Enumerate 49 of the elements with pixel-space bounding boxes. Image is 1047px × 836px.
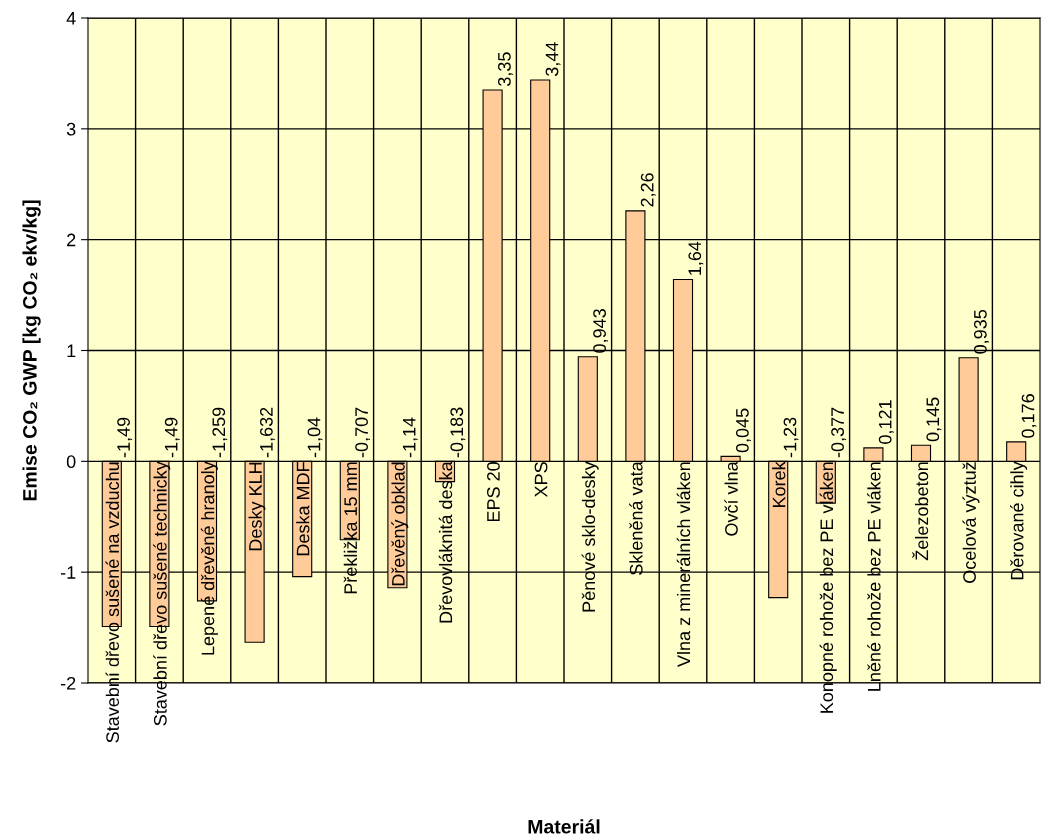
x-tick-label: Stavební dřevo sušené na vzduchu <box>105 462 120 743</box>
y-tick-label: 1 <box>67 344 76 358</box>
y-tick-label: 0 <box>66 455 76 469</box>
x-tick-label: Konopné rohože bez PE vláken <box>819 462 837 713</box>
x-tick-label: EPS 20 <box>487 462 500 522</box>
x-tick-label: Korek <box>772 461 786 508</box>
y-axis-title: Emise CO₂ GWP [kg CO₂ ekv/kg] <box>22 200 41 501</box>
x-tick-label: Lněné rohože bez PE vláken <box>867 462 881 691</box>
y-tick-label: 3 <box>66 122 76 136</box>
y-tick-label: 4 <box>66 12 76 25</box>
x-tick-label: Deska MDF <box>296 462 310 556</box>
x-tick-label: Železobeton <box>912 462 929 561</box>
data-label: -0,183 <box>450 407 466 458</box>
x-tick-label: Pěnové sklo-desky <box>581 461 599 612</box>
data-label: 2,26 <box>640 173 656 207</box>
data-label: 0,145 <box>926 397 942 442</box>
data-label: 0,121 <box>878 400 894 444</box>
data-label: 0,943 <box>593 309 609 353</box>
x-tick-label: Vlna z minerálních vláken <box>676 462 691 667</box>
data-label: 1,64 <box>688 241 704 275</box>
data-label: -1,04 <box>307 417 323 458</box>
data-label: 0,045 <box>735 408 751 453</box>
data-label: 0,176 <box>1021 394 1037 438</box>
x-tick-label: Děrované cihly <box>1010 461 1028 580</box>
data-label: 3,35 <box>497 52 513 87</box>
data-label: -0,707 <box>355 407 371 458</box>
y-tick-label: -2 <box>60 676 76 690</box>
y-tick-label: -1 <box>60 566 76 579</box>
x-tick-label: Lepené dřevěné hranoly <box>200 461 218 655</box>
data-label: -0,377 <box>831 407 847 458</box>
x-tick-label: Dřevěný obklad <box>391 462 409 586</box>
data-label: -1,14 <box>402 417 418 458</box>
data-label: 0,935 <box>973 309 989 354</box>
x-tick-label: XPS <box>534 462 548 498</box>
x-tick-label: Ovčí vlna <box>724 461 738 536</box>
data-label: -1,23 <box>783 417 799 458</box>
y-tick-label: 2 <box>67 233 76 247</box>
data-label: 3,44 <box>545 42 561 77</box>
x-tick-label: Desky KLH <box>248 462 266 551</box>
x-tick-label: Překližka 15 mm <box>343 462 358 594</box>
data-label: -1,259 <box>212 407 228 458</box>
x-tick-label: Dřevovláknitá deska <box>438 461 453 623</box>
data-label: -1,49 <box>164 417 180 458</box>
x-tick-label: Skleněná vata <box>629 461 643 575</box>
x-tick-label: Stavební dřevo sušené technicky <box>153 461 171 726</box>
data-label: -1,632 <box>259 407 275 458</box>
x-axis-title: Materiál <box>528 819 600 834</box>
x-tick-label: Ocelová výztuž <box>962 462 980 583</box>
data-label: -1,49 <box>117 417 133 458</box>
